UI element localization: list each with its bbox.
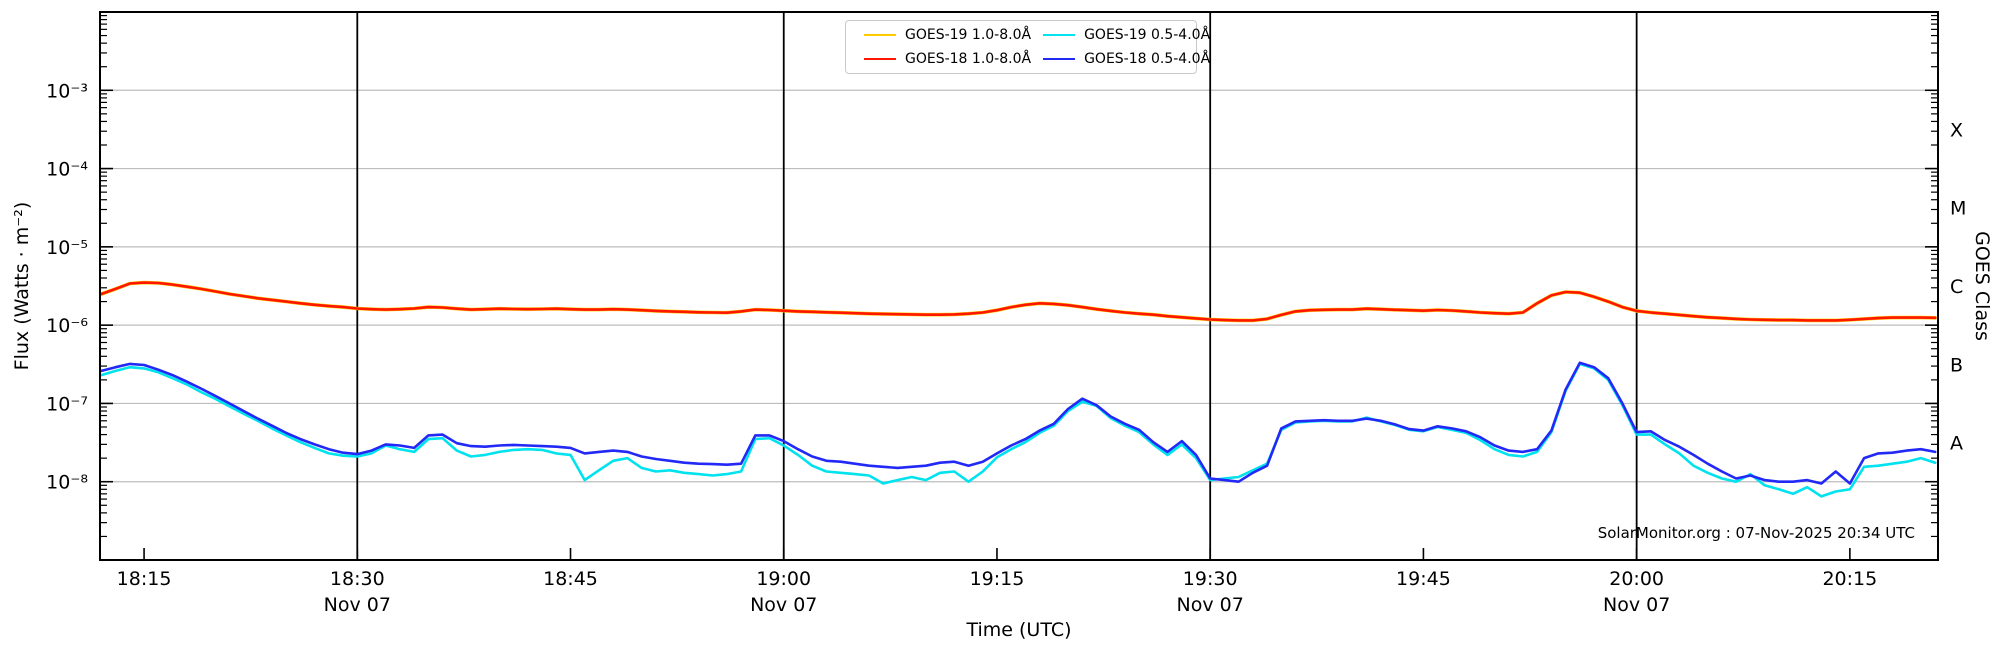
date-line-layer bbox=[356, 12, 1638, 560]
x-tick-label: 19:45 bbox=[1396, 568, 1451, 590]
series-curve-goes-19-1.0-8.0- bbox=[99, 280, 1937, 323]
x-tick-label: 18:45 bbox=[543, 568, 598, 590]
x-tick-label: 18:30 bbox=[330, 568, 385, 590]
x-date-label: Nov 07 bbox=[1177, 594, 1244, 616]
x-date-label: Nov 07 bbox=[1603, 594, 1670, 616]
y-tick-label: 10⁻⁷ bbox=[46, 393, 88, 415]
legend-line-swatch-icon bbox=[864, 34, 896, 36]
x-tick-label: 19:30 bbox=[1183, 568, 1238, 590]
legend-item: GOES-19 1.0-8.0Å bbox=[852, 28, 1031, 42]
x-tick-label: 20:15 bbox=[1822, 568, 1877, 590]
x-tick-label: 18:15 bbox=[117, 568, 172, 590]
legend-label: GOES-19 0.5-4.0Å bbox=[1084, 27, 1211, 43]
series-curve-goes-18-1.0-8.0- bbox=[100, 281, 1937, 322]
axis-tick-labels-layer: 10⁻³ 10⁻⁴ 10⁻⁵ 10⁻⁶ 10⁻⁷ 10⁻⁸ 18:15 18:30 Nov 07… bbox=[46, 80, 1966, 616]
series-curve-goes-18-0.5-4.0- bbox=[100, 361, 1937, 485]
y-tick-label: 10⁻⁵ bbox=[46, 237, 88, 259]
plot-frame bbox=[99, 11, 1939, 561]
goes-class-label: C bbox=[1950, 276, 1963, 298]
goes-class-label: A bbox=[1950, 433, 1963, 455]
y-axis-label: Flux (Watts · m⁻²) bbox=[11, 202, 33, 371]
y-tick-label: 10⁻⁶ bbox=[46, 315, 88, 337]
legend-line-swatch-icon bbox=[1043, 34, 1076, 36]
x-date-label: Nov 07 bbox=[750, 594, 817, 616]
x-tick-label: 19:00 bbox=[756, 568, 811, 590]
x-tick-label: 20:00 bbox=[1609, 568, 1664, 590]
right-axis-label: GOES Class bbox=[1971, 231, 1993, 341]
goes-class-label: M bbox=[1950, 198, 1966, 220]
legend-item: GOES-18 0.5-4.0Å bbox=[1031, 52, 1210, 66]
legend-item: GOES-19 0.5-4.0Å bbox=[1031, 28, 1210, 42]
grid-layer bbox=[100, 89, 1938, 483]
y-tick-label: 10⁻³ bbox=[46, 80, 88, 102]
legend-item: GOES-18 1.0-8.0Å bbox=[852, 52, 1031, 66]
x-axis-label: Time (UTC) bbox=[965, 619, 1071, 641]
x-tick-label: 19:15 bbox=[970, 568, 1025, 590]
goes-class-label: X bbox=[1950, 119, 1963, 141]
attribution-text: SolarMonitor.org : 07-Nov-2025 20:34 UTC bbox=[1597, 524, 1915, 542]
goes-class-label: B bbox=[1950, 354, 1963, 376]
y-tick-label: 10⁻⁸ bbox=[46, 472, 88, 494]
legend-line-swatch-icon bbox=[1043, 58, 1076, 60]
legend: GOES-19 1.0-8.0Å GOES-18 1.0-8.0Å GOES-19 … bbox=[845, 20, 1210, 74]
tick-layer bbox=[100, 14, 1938, 560]
legend-label: GOES-18 0.5-4.0Å bbox=[1084, 51, 1211, 67]
x-date-label: Nov 07 bbox=[324, 594, 391, 616]
series-curve-goes-19-0.5-4.0- bbox=[100, 362, 1937, 498]
legend-label: GOES-19 1.0-8.0Å bbox=[905, 27, 1032, 43]
y-tick-label: 10⁻⁴ bbox=[46, 159, 88, 181]
legend-line-swatch-icon bbox=[864, 58, 896, 60]
series-layer bbox=[99, 280, 1937, 498]
legend-label: GOES-18 1.0-8.0Å bbox=[905, 51, 1032, 67]
